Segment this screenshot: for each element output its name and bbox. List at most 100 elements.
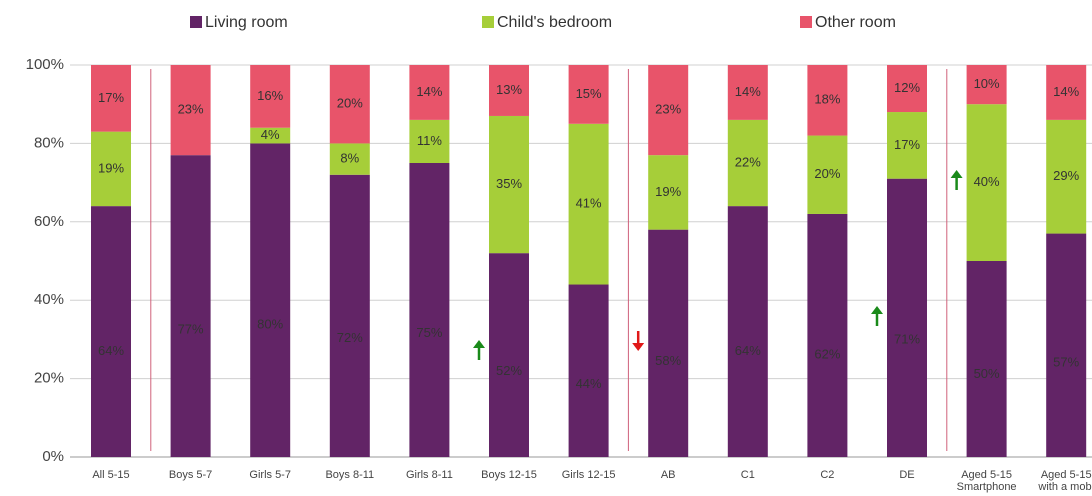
x-tick-label: C1	[741, 469, 755, 481]
bar-segment	[966, 261, 1007, 457]
bar-segment	[807, 135, 848, 214]
x-tick-label: All 5-15	[92, 469, 129, 481]
bar-segment	[887, 178, 927, 457]
bar-segment	[489, 253, 529, 457]
data-label: 20%	[814, 166, 840, 181]
data-label: 52%	[496, 363, 522, 378]
bar-segment	[648, 155, 689, 230]
legend-swatch	[482, 16, 494, 28]
y-tick-label: 100%	[26, 56, 64, 73]
data-label: 50%	[974, 366, 1000, 381]
data-label: 14%	[1053, 84, 1079, 99]
data-label: 62%	[814, 346, 840, 361]
data-label: 40%	[974, 174, 1000, 189]
bar-segment	[489, 65, 529, 116]
data-label: 80%	[257, 317, 283, 332]
data-label: 14%	[416, 84, 442, 99]
y-tick-label: 80%	[34, 134, 64, 151]
bar-segment	[966, 65, 1007, 105]
data-label: 23%	[178, 102, 204, 117]
x-tick-label: Girls 8-11	[406, 469, 453, 481]
bar-segment	[807, 65, 848, 136]
y-tick-label: 40%	[34, 291, 64, 308]
bar-segment	[329, 174, 370, 457]
data-label: 16%	[257, 88, 283, 103]
legend-label: Living room	[205, 14, 288, 31]
data-label: 10%	[974, 76, 1000, 91]
bar-segment	[727, 119, 768, 207]
x-tick-label: Boys 8-11	[325, 469, 374, 481]
data-label: 77%	[178, 322, 204, 337]
data-label: 23%	[655, 102, 681, 117]
x-tick-label: Boys 5-7	[169, 469, 212, 481]
bar-segment	[91, 65, 131, 132]
bar-segment	[1046, 119, 1087, 234]
bar-segment	[648, 229, 689, 457]
data-label: 57%	[1053, 355, 1079, 370]
data-label: 14%	[735, 84, 761, 99]
data-label: 64%	[98, 343, 124, 358]
bar-segment	[409, 119, 450, 163]
bar-segment	[1046, 65, 1087, 120]
data-label: 12%	[894, 80, 920, 95]
arrow-head	[871, 306, 883, 314]
x-tick-label: Aged 5-15 with a mobi	[1037, 469, 1092, 493]
data-label: 19%	[98, 160, 124, 175]
arrow-head	[632, 343, 645, 351]
bar-segment	[568, 123, 609, 285]
x-tick-label: Girls 5-7	[249, 469, 291, 481]
bar-segment	[91, 206, 131, 457]
data-label: 58%	[655, 353, 681, 368]
bar-segment	[250, 127, 291, 144]
legend-label: Child's bedroom	[497, 14, 612, 31]
data-label: 8%	[340, 151, 359, 166]
x-tick-label: AB	[661, 469, 676, 481]
data-label: 44%	[576, 376, 602, 391]
bar-segment	[409, 163, 450, 457]
bar-segment	[250, 65, 291, 128]
arrow-head	[473, 340, 485, 348]
data-label: 29%	[1053, 168, 1079, 183]
legend-swatch	[800, 16, 812, 28]
x-tick-label: DE	[899, 469, 914, 481]
bar-segment	[170, 65, 211, 156]
legend-label: Other room	[815, 14, 896, 31]
data-label: 17%	[98, 90, 124, 105]
bar-segment	[887, 112, 927, 179]
data-label: 19%	[655, 184, 681, 199]
data-label: 18%	[814, 92, 840, 107]
data-label: 35%	[496, 176, 522, 191]
data-label: 71%	[894, 332, 920, 347]
data-label: 4%	[261, 127, 280, 142]
bar-segment	[966, 104, 1007, 261]
bar-segment	[489, 115, 529, 254]
data-label: 13%	[496, 82, 522, 97]
bar-segment	[568, 65, 609, 124]
data-label: 41%	[576, 196, 602, 211]
bar-segment	[329, 143, 370, 175]
bar-segment	[409, 65, 450, 120]
x-tick-label: Girls 12-15	[562, 469, 616, 481]
bar-segment	[329, 65, 370, 144]
bar-segment	[807, 213, 848, 457]
x-tick-label: Boys 12-15	[481, 469, 537, 481]
y-tick-label: 20%	[34, 370, 64, 387]
data-label: 75%	[416, 325, 442, 340]
y-tick-label: 0%	[42, 448, 64, 465]
bar-segment	[1046, 233, 1087, 457]
bar-segment	[727, 206, 768, 457]
data-label: 72%	[337, 330, 363, 345]
bar-segment	[887, 65, 927, 113]
arrow-head	[950, 170, 963, 178]
bar-segment	[648, 65, 689, 156]
data-label: 11%	[417, 133, 442, 148]
data-label: 15%	[576, 86, 602, 101]
legend-swatch	[190, 16, 202, 28]
bar-segment	[727, 65, 768, 120]
bar-segment	[170, 155, 211, 457]
data-label: 64%	[735, 343, 761, 358]
bar-segment	[91, 131, 131, 207]
bar-segment	[568, 284, 609, 457]
y-tick-label: 60%	[34, 213, 64, 230]
